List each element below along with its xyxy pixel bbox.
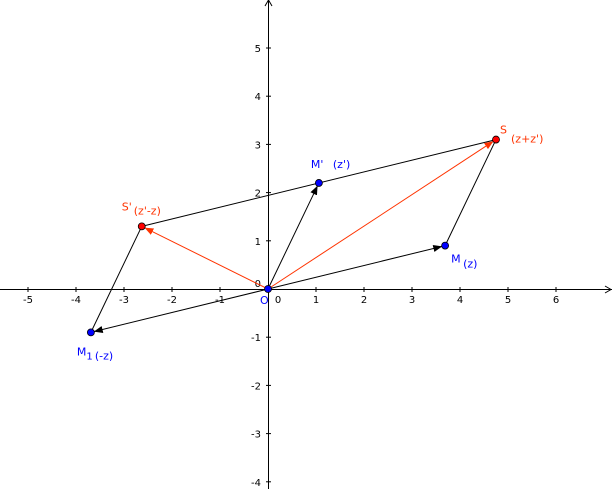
point-S — [492, 135, 500, 144]
x-tick-label: 3 — [409, 295, 415, 306]
point-label-Sp: S' — [122, 200, 132, 213]
x-tick-label: 6 — [553, 295, 559, 306]
x-tick-label: 1 — [313, 295, 319, 306]
x-tick-label: 5 — [505, 295, 511, 306]
y-tick-label: -1 — [251, 333, 261, 344]
point-note-Sp: (z'-z) — [134, 204, 161, 217]
point-note-M: (z) — [463, 258, 477, 271]
y-tick-label: -3 — [251, 430, 261, 441]
point-M1 — [86, 328, 95, 337]
y-tick-label: -2 — [251, 381, 261, 392]
x-tick-label: -3 — [119, 295, 129, 306]
y-tick-label: 5 — [255, 44, 261, 55]
segment-Sp-M1 — [90, 226, 143, 333]
y-tick-label: 3 — [255, 140, 261, 151]
x-axis-arrow-icon — [604, 285, 612, 294]
y-tick-label: 2 — [255, 189, 261, 200]
vector-O-M1 — [93, 288, 269, 334]
point-M — [441, 241, 450, 250]
point-label-Mp: M' — [311, 158, 324, 171]
point-note-Mp: (z') — [333, 158, 350, 171]
segment-M-S — [444, 139, 497, 246]
x-tick-label: -4 — [71, 295, 81, 306]
point-label-M1: M1 — [77, 345, 93, 362]
x-tick-label: 4 — [457, 295, 463, 306]
x-tick-label: 0 — [275, 295, 281, 306]
point-note-S: (z+z') — [511, 133, 543, 146]
vector-O-S — [267, 140, 494, 290]
y-tick-label: -4 — [251, 478, 261, 489]
y-tick-label: 4 — [255, 92, 261, 103]
vector-O-Sp — [144, 227, 269, 290]
point-label-O: O — [260, 294, 269, 307]
y-tick-label: 1 — [255, 237, 261, 248]
point-note-M1: (-z) — [95, 349, 113, 362]
y-axis-arrow-icon — [264, 0, 273, 7]
point-Sp — [137, 222, 146, 231]
point-label-M: M — [451, 253, 461, 266]
point-O — [264, 285, 272, 293]
point-label-subscript: 1 — [86, 351, 92, 362]
x-tick-label: -5 — [23, 295, 33, 306]
point-Mp — [314, 179, 323, 187]
point-label-S: S — [500, 124, 507, 137]
vector-O-M — [267, 244, 443, 290]
vector-O-Mp — [267, 185, 319, 290]
x-tick-label: -2 — [167, 295, 177, 306]
x-tick-label: 2 — [361, 295, 367, 306]
